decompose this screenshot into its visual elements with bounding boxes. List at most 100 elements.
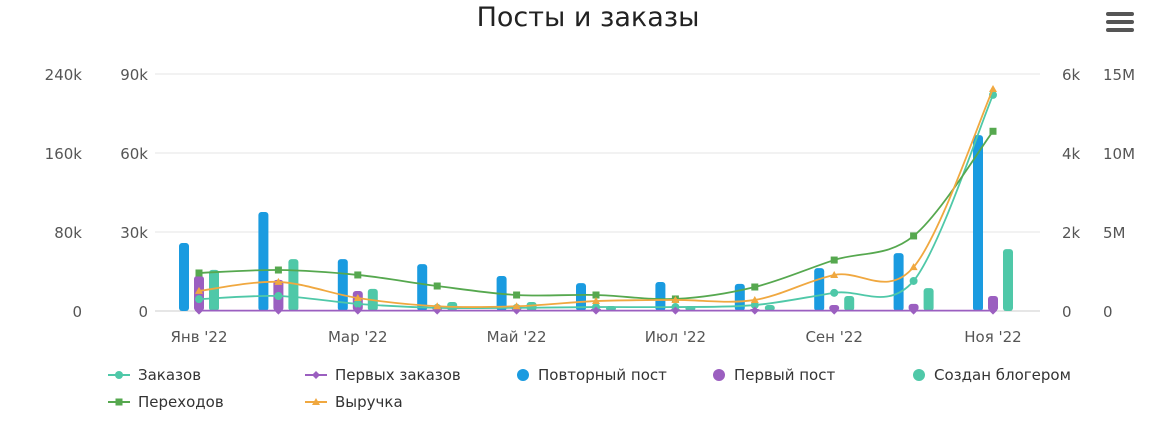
point-Заказов [909,276,918,285]
y-tick-label-right-outer: 5M [1103,224,1126,242]
hamburger-menu-icon[interactable] [1106,12,1134,34]
point-Переходов [910,232,918,240]
point-Выручка [274,277,283,285]
bar-Создан блогером [1003,249,1013,311]
point-Переходов [830,256,838,264]
x-tick-label: Мар '22 [328,328,388,346]
y-tick-label-right-outer: 15M [1103,66,1135,84]
bar-Повторный пост [655,282,666,311]
legend-line-icon [108,371,130,379]
point-Первых заказов [592,306,600,315]
legend-label: Заказов [138,366,202,384]
y-tick-label-right-outer: 0 [1103,303,1113,321]
y-tick-label-right-outer: 10M [1103,145,1135,163]
bar-Повторный пост [258,211,269,311]
y-tick-label-left-inner: 0 [138,303,148,321]
point-Заказов [750,301,759,310]
legend-line-icon [305,398,327,405]
legend-line-icon [108,398,130,406]
y-tick-label-right-inner: 0 [1062,303,1072,321]
bar-Создан блогером [209,269,219,311]
y-tick-label-right-inner: 6k [1062,66,1081,84]
point-Выручка [830,270,839,278]
legend-circle-icon [713,369,725,381]
legend-item[interactable]: Создан блогером [912,366,1071,384]
legend-item[interactable]: Заказов [108,366,201,384]
y-tick-label-left-outer: 160k [45,145,83,163]
bar-Повторный пост [893,253,904,311]
x-tick-label: Июл '22 [645,328,706,346]
bar-Повторный пост [814,268,825,311]
legend-label: Повторный пост [538,366,667,384]
bar-Создан блогером [844,295,855,311]
legend-item[interactable]: Выручка [305,393,403,411]
point-Выручка [989,85,997,93]
point-Переходов [274,266,282,274]
bar-Повторный пост [576,283,586,311]
point-Выручка [750,295,759,303]
x-tick-label: Ноя '22 [964,328,1021,346]
point-Переходов [433,282,441,290]
point-Заказов [353,299,362,308]
point-Переходов [989,127,997,135]
y-tick-label-right-inner: 4k [1062,145,1081,163]
y-tick-label-left-outer: 0 [72,303,82,321]
line-Выручка [198,88,994,309]
point-Переходов [513,291,521,299]
chart-title: Посты и заказы [476,2,700,33]
legend-item[interactable]: Повторный пост [516,366,667,384]
point-Выручка [671,295,680,303]
bar-Первый пост [988,295,998,311]
y-tick-label-left-outer: 240k [45,66,83,84]
point-Выручка [195,286,203,294]
point-Первых заказов [353,306,362,315]
point-Первых заказов [909,306,918,315]
point-Выручка [353,294,362,302]
y-tick-label-left-inner: 30k [120,224,148,242]
point-Переходов [592,291,600,299]
bar-Повторный пост [337,259,348,311]
point-Выручка [512,302,521,310]
point-Заказов [274,291,283,300]
point-Выручка [433,302,442,310]
point-Первых заказов [671,306,680,315]
point-Заказов [195,295,203,304]
bar-Повторный пост [417,264,428,311]
x-tick-label: Сен '22 [805,328,863,346]
legend-item[interactable]: Первых заказов [305,366,461,384]
bar-Повторный пост [179,243,189,311]
point-Заказов [830,288,839,297]
point-Первых заказов [195,306,203,315]
legend-item[interactable]: Первый пост [712,366,835,384]
y-tick-label-left-inner: 60k [120,145,148,163]
point-Переходов [195,269,203,277]
x-tick-label: Май '22 [487,328,547,346]
point-Переходов [354,271,362,279]
legend-label: Создан блогером [934,366,1071,384]
y-tick-label-right-inner: 2k [1062,224,1081,242]
legend-label: Первый пост [734,366,836,384]
bar-Создан блогером [764,304,775,311]
point-Первых заказов [750,306,759,315]
legend-label: Выручка [335,393,403,411]
y-tick-label-left-outer: 80k [54,224,82,242]
point-Выручка [909,263,918,271]
point-Первых заказов [989,306,997,315]
bar-Создан блогером [923,288,934,311]
line-Переходов [198,130,994,301]
legend-item[interactable]: Переходов [108,393,224,411]
legend-line-icon [305,371,327,379]
bar-Повторный пост [973,135,983,311]
legend-label: Переходов [138,393,224,411]
point-Переходов [751,283,759,291]
legend-label: Первых заказов [335,366,461,384]
point-Выручка [592,297,600,305]
legend-circle-icon [913,369,925,381]
point-Первых заказов [274,306,283,315]
y-tick-label-left-inner: 90k [120,66,148,84]
bar-Создан блогером [526,302,537,311]
line-Заказов [198,94,994,310]
point-Первых заказов [830,306,839,315]
